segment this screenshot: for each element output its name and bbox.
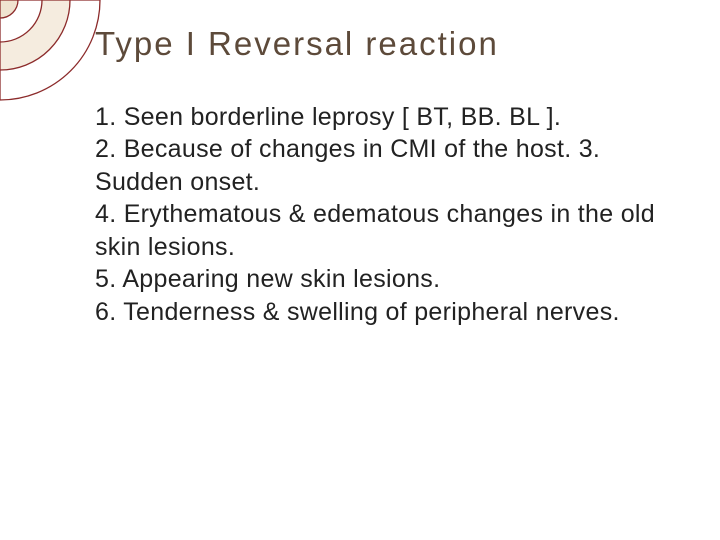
- slide-content: Type I Reversal reaction 1. Seen borderl…: [95, 25, 655, 328]
- slide-body: 1. Seen borderline leprosy [ BT, BB. BL …: [95, 101, 655, 329]
- slide-title: Type I Reversal reaction: [95, 25, 655, 63]
